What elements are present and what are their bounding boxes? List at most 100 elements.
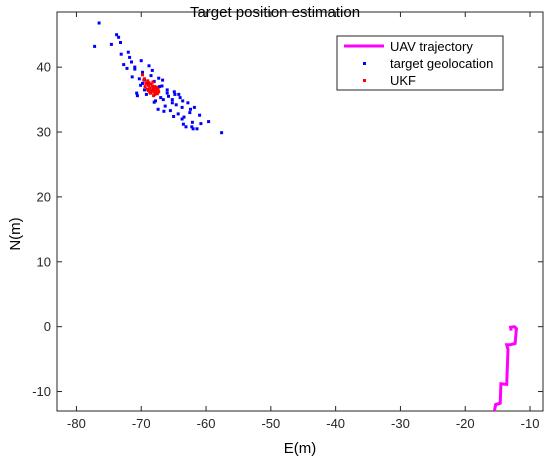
target-geolocation-point <box>207 120 211 124</box>
target-geolocation-point <box>188 111 192 115</box>
target-geolocation-point <box>165 91 169 95</box>
target-geolocation-point <box>130 75 134 79</box>
target-geolocation-point <box>190 125 194 129</box>
target-geolocation-point <box>133 65 137 69</box>
target-geolocation-point <box>143 88 146 92</box>
target-geolocation-point <box>161 98 165 102</box>
x-tick-label: -50 <box>261 416 280 431</box>
target-geolocation-point <box>178 96 182 100</box>
x-tick-label: -70 <box>132 416 151 431</box>
target-geolocation-point <box>198 113 202 117</box>
target-geolocation-point <box>137 77 141 81</box>
ukf-point <box>155 85 159 89</box>
target-geolocation-point <box>128 55 132 59</box>
target-geolocation-point <box>139 83 143 87</box>
target-geolocation-point <box>150 68 154 72</box>
y-tick-label: -10 <box>32 384 51 399</box>
legend-swatch-target-geolocation <box>363 62 366 65</box>
target-geolocation-point <box>135 94 139 98</box>
chart-title: Target position estimation <box>189 4 361 21</box>
x-tick-label: -40 <box>326 416 345 431</box>
x-tick-label: -30 <box>391 416 410 431</box>
legend-swatch-ukf <box>363 79 366 82</box>
target-geolocation-point <box>172 90 176 94</box>
target-geolocation-point <box>135 91 139 95</box>
target-geolocation-point <box>115 33 119 37</box>
target-geolocation-point <box>177 92 181 96</box>
target-geolocation-point <box>181 122 185 126</box>
target-geolocation-point <box>157 85 161 89</box>
ukf-point <box>148 90 152 94</box>
axis-ticks: -80 -70 -60 -50 -40 -30 -20 -10 -10 0 10 20 30 40 <box>32 12 543 431</box>
ukf-point <box>142 78 146 82</box>
target-geolocation-point <box>97 21 101 25</box>
ukf-point <box>141 73 144 77</box>
target-geolocation-point <box>168 109 172 113</box>
target-geolocation-point <box>156 107 160 111</box>
target-geolocation-point <box>186 101 190 105</box>
ukf-point <box>152 87 156 91</box>
legend-label-ukf: UKF <box>390 73 416 88</box>
target-geolocation-point <box>141 81 144 85</box>
target-geolocation-point <box>181 99 185 103</box>
ukf-point <box>148 86 152 90</box>
y-tick-label: 10 <box>37 254 51 269</box>
ukf-point <box>143 85 147 89</box>
target-geolocation-point <box>180 117 184 121</box>
ukf-point <box>157 90 161 94</box>
target-geolocation-point <box>195 127 199 131</box>
y-tick-label: 40 <box>37 60 51 75</box>
target-geolocation-point <box>126 50 130 54</box>
ukf-point <box>146 83 150 87</box>
target-geolocation-point <box>176 112 180 116</box>
target-geolocation-point <box>133 67 137 71</box>
target-geolocation-point <box>162 109 166 113</box>
y-tick-label: 0 <box>44 319 51 334</box>
target-geolocation-point <box>152 100 156 104</box>
target-geolocation-point <box>147 64 151 68</box>
ukf-point <box>144 81 148 85</box>
target-geolocation-point <box>109 42 113 46</box>
target-geolocation-point <box>159 96 163 100</box>
ukf-point <box>150 89 154 92</box>
x-axis-label: E(m) <box>283 440 317 457</box>
target-geolocation-point <box>117 35 121 39</box>
legend: UAV trajectory target geolocation UKF <box>336 35 504 91</box>
ukf-point <box>146 79 150 83</box>
target-geolocation-point <box>170 101 174 105</box>
ukf-point <box>150 84 154 88</box>
target-geolocation-point <box>160 84 164 88</box>
target-geolocation-point <box>180 105 184 109</box>
target-geolocation-point <box>125 66 129 70</box>
target-geolocation-point <box>190 120 194 124</box>
target-geolocation-point <box>220 131 224 135</box>
legend-label-target-geolocation: target geolocation <box>390 56 493 71</box>
ukf-point <box>153 92 157 96</box>
y-tick-label: 20 <box>37 189 51 204</box>
target-geolocation-point <box>119 52 123 56</box>
target-geolocation-point <box>199 122 203 126</box>
ukf-point <box>153 85 157 89</box>
ukf-point <box>149 82 153 86</box>
target-geolocation-point <box>149 74 153 78</box>
target-geolocation-point <box>119 41 122 44</box>
ukf-point <box>156 87 160 91</box>
target-geolocation-point <box>192 105 196 109</box>
uav-trajectory-layer <box>492 325 518 412</box>
y-axis-label: N(m) <box>7 217 24 251</box>
target-geolocation-point <box>170 98 174 102</box>
target-geolocation-point <box>191 127 195 131</box>
target-geolocation-point <box>165 88 169 92</box>
target-geolocation-point <box>157 76 161 80</box>
x-tick-label: -80 <box>67 416 86 431</box>
legend-label-uav-trajectory: UAV trajectory <box>390 39 473 54</box>
target-geolocation-point <box>182 115 186 119</box>
x-tick-label: -20 <box>456 416 475 431</box>
x-tick-label: -60 <box>197 416 216 431</box>
target-geolocation-point <box>189 107 192 111</box>
ukf-point <box>155 92 159 96</box>
target-geolocation-point <box>141 70 144 74</box>
target-geolocation-point <box>163 104 167 108</box>
target-geolocation-point <box>167 94 170 98</box>
y-tick-label: 30 <box>37 125 51 140</box>
